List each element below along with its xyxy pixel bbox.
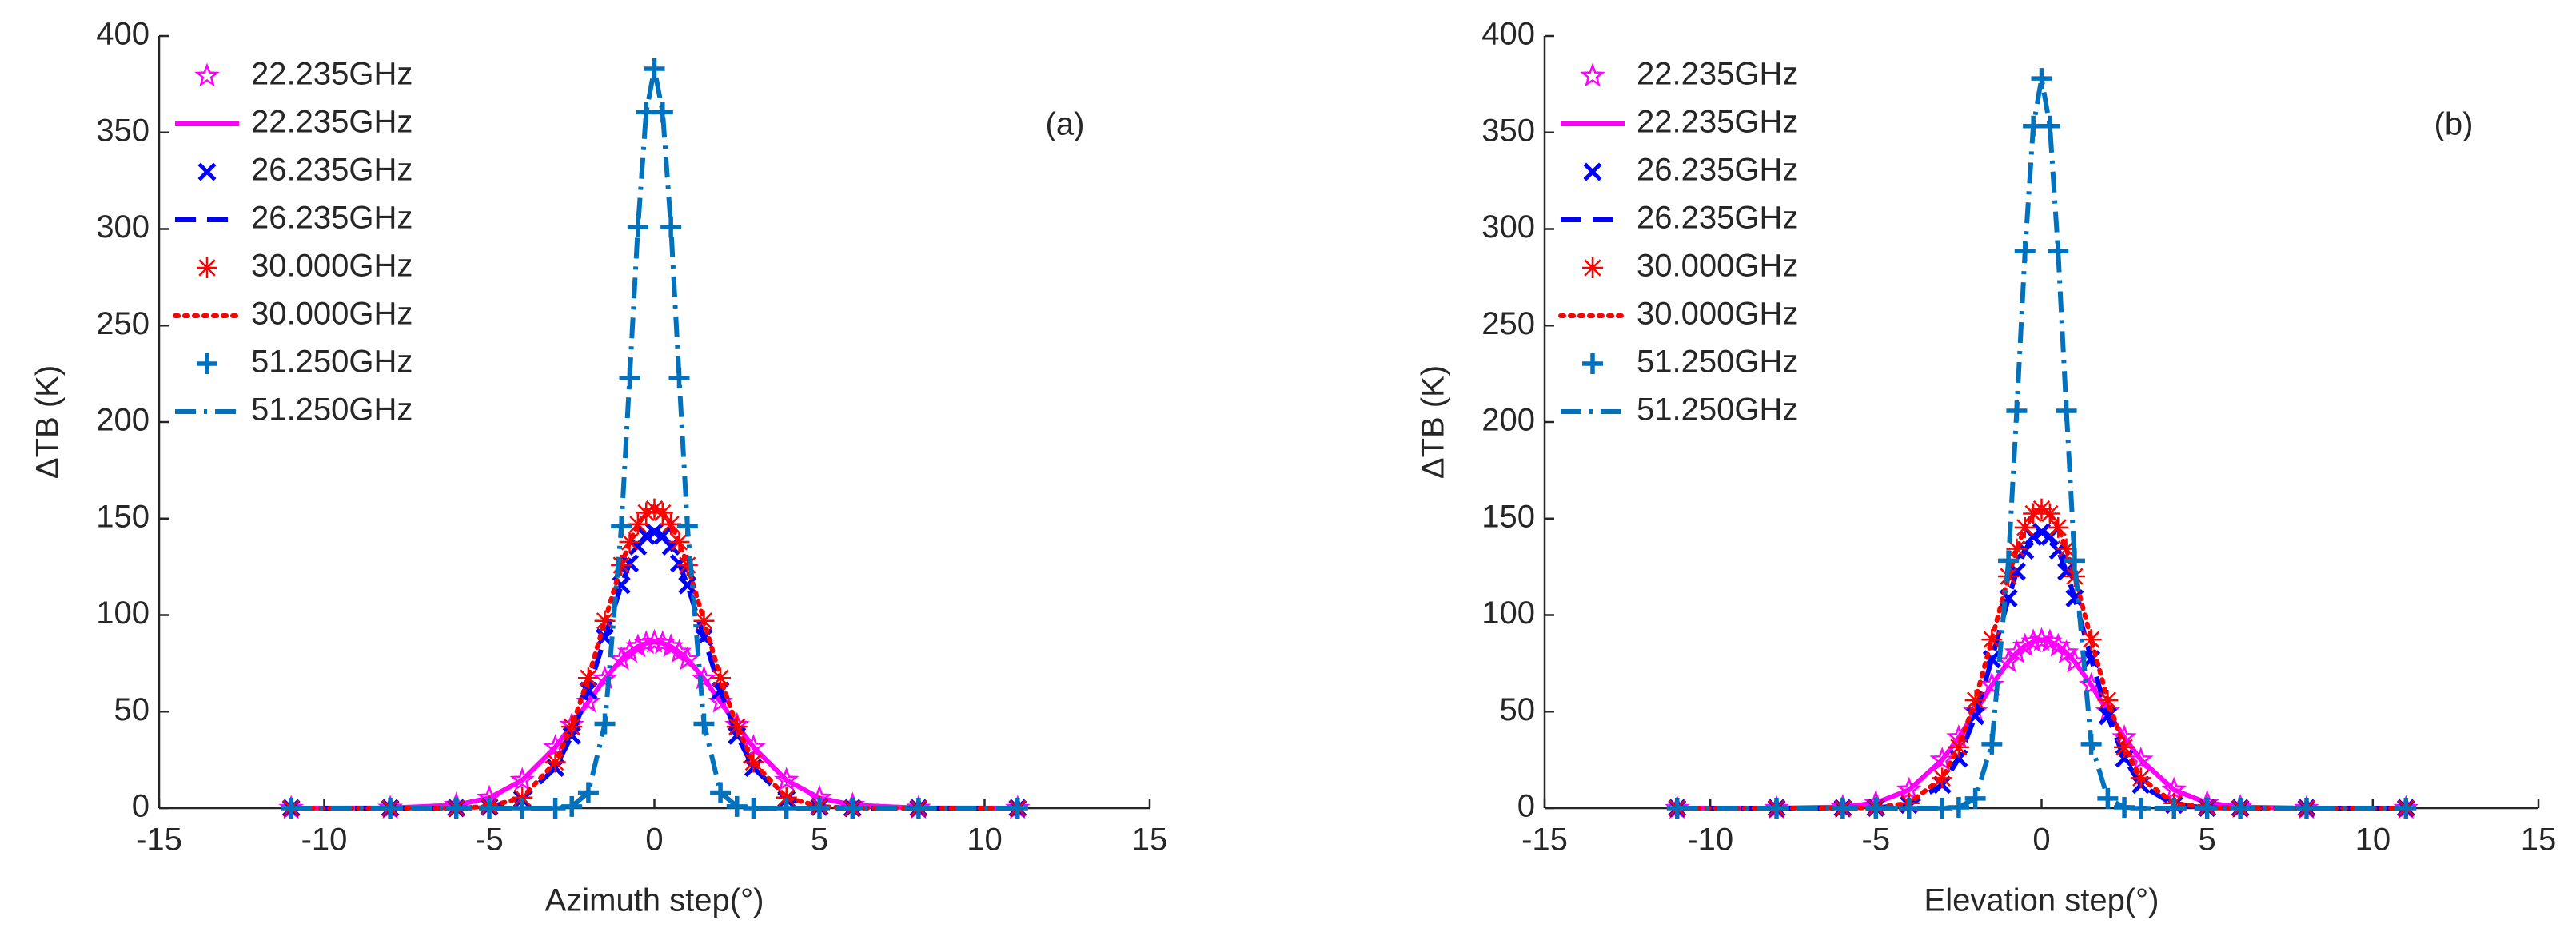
- legend-label: 30.000GHz: [1637, 297, 1798, 332]
- y-tick-label: 300: [96, 209, 150, 245]
- marker: [592, 665, 618, 690]
- series-line: [291, 529, 1018, 811]
- series-line: [1677, 76, 2407, 811]
- y-tick-label: 0: [1517, 789, 1535, 824]
- annotation: (b): [2434, 107, 2474, 142]
- x-tick-label: 15: [2521, 823, 2557, 858]
- legend-label: 22.235GHz: [251, 105, 413, 140]
- legend-symbol: [1582, 353, 1603, 374]
- x-tick-label: -5: [1862, 823, 1891, 858]
- marker: [2295, 798, 2317, 819]
- legend-symbol: [1582, 257, 1603, 278]
- legend-label: 26.235GHz: [1637, 153, 1798, 188]
- marker: [509, 767, 536, 791]
- legend-label: 51.250GHz: [251, 392, 413, 428]
- marker: [674, 646, 700, 671]
- x-axis-label: Elevation step(°): [1924, 883, 2159, 918]
- marker: [2028, 627, 2055, 651]
- x-tick-label: -5: [475, 823, 504, 858]
- marker: [726, 716, 748, 738]
- x-tick-label: -15: [1521, 823, 1568, 858]
- x-axis-label: Azimuth step(°): [545, 883, 764, 918]
- y-tick-label: 100: [96, 595, 150, 631]
- y-tick-label: 200: [96, 403, 150, 438]
- marker: [678, 576, 697, 595]
- series-line: [1674, 506, 2409, 811]
- y-tick-label: 200: [1481, 403, 1535, 438]
- y-tick-label: 100: [1481, 595, 1535, 631]
- legend-symbol: [197, 353, 217, 374]
- legend-symbol: [194, 62, 220, 87]
- legend-label: 51.250GHz: [1637, 392, 1798, 428]
- legend-label: 26.235GHz: [251, 201, 413, 236]
- y-tick-label: 300: [1481, 209, 1535, 245]
- legend-symbol: [197, 162, 217, 181]
- marker: [1929, 747, 1956, 771]
- marker: [740, 734, 767, 759]
- y-tick-label: 150: [1481, 499, 1535, 534]
- y-tick-label: 150: [96, 499, 150, 534]
- y-tick-label: 350: [96, 113, 150, 148]
- x-tick-label: 0: [2032, 823, 2050, 858]
- legend-label: 22.235GHz: [1637, 57, 1798, 92]
- legend-symbol: [1583, 162, 1602, 181]
- marker: [2080, 629, 2102, 651]
- y-tick-label: 0: [132, 789, 150, 824]
- x-tick-label: 5: [811, 823, 828, 858]
- x-tick-label: 0: [645, 823, 663, 858]
- series-line: [291, 66, 1018, 811]
- marker: [2006, 538, 2028, 560]
- legend-label: 30.000GHz: [251, 297, 413, 332]
- y-tick-label: 350: [1481, 113, 1535, 148]
- annotation: (a): [1046, 107, 1085, 142]
- marker: [776, 787, 797, 808]
- x-tick-label: 10: [2355, 823, 2391, 858]
- x-tick-label: 5: [2199, 823, 2216, 858]
- series-line: [289, 506, 1020, 811]
- marker: [691, 665, 717, 690]
- marker: [1898, 798, 1920, 819]
- x-tick-label: 15: [1132, 823, 1168, 858]
- series-line: [1677, 529, 2407, 811]
- y-tick-label: 400: [96, 17, 150, 52]
- legend-label: 26.235GHz: [1637, 201, 1798, 236]
- x-tick-label: 10: [967, 823, 1003, 858]
- y-tick-label: 50: [1500, 692, 1536, 727]
- y-tick-label: 50: [114, 692, 150, 727]
- legend-label: 30.000GHz: [1637, 249, 1798, 284]
- legend-label: 51.250GHz: [251, 345, 413, 380]
- marker: [743, 751, 764, 773]
- marker: [641, 628, 668, 653]
- x-tick-label: -10: [1687, 823, 1733, 858]
- y-tick-label: 250: [96, 306, 150, 341]
- y-tick-label: 400: [1481, 17, 1535, 52]
- legend-label: 22.235GHz: [251, 57, 413, 92]
- marker: [2127, 747, 2154, 771]
- series-line: [1677, 637, 2407, 811]
- y-tick-label: 250: [1481, 306, 1535, 341]
- legend-label: 26.235GHz: [251, 153, 413, 188]
- marker: [773, 767, 800, 791]
- legend-label: 22.235GHz: [1637, 105, 1798, 140]
- legend-symbol: [197, 257, 217, 278]
- marker: [577, 667, 599, 689]
- x-tick-label: -15: [136, 823, 182, 858]
- marker: [710, 782, 732, 803]
- series-line: [291, 639, 1018, 811]
- legend-label: 30.000GHz: [251, 249, 413, 284]
- x-tick-label: -10: [301, 823, 348, 858]
- legend-label: 51.250GHz: [1637, 345, 1798, 380]
- y-axis-label: ΔTB (K): [30, 365, 66, 479]
- legend-symbol: [1580, 62, 1605, 87]
- y-axis-label: ΔTB (K): [1416, 365, 1451, 479]
